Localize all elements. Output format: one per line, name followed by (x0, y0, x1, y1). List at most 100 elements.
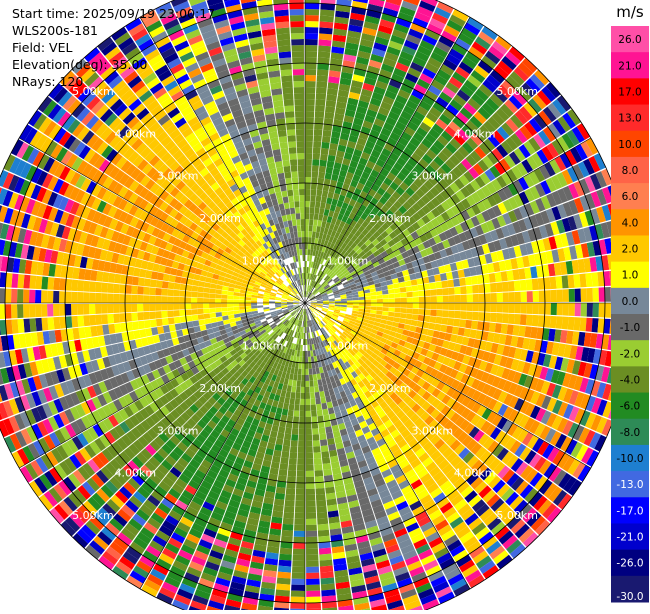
velocity-gate (437, 303, 443, 310)
velocity-gate (215, 299, 221, 303)
velocity-gate (101, 283, 108, 293)
velocity-gate (209, 293, 215, 298)
velocity-gate (83, 281, 90, 292)
velocity-gate (461, 295, 467, 303)
velocity-gate (281, 451, 289, 458)
velocity-gate (305, 225, 309, 231)
velocity-gate (17, 304, 23, 318)
velocity-gate (526, 315, 533, 326)
velocity-gate (305, 177, 311, 183)
velocity-gate (289, 458, 297, 465)
velocity-gate (11, 304, 17, 318)
velocity-gate (409, 325, 416, 332)
velocity-gate (599, 303, 605, 317)
velocity-gate (0, 288, 5, 303)
velocity-gate (593, 303, 599, 317)
velocity-gate (341, 303, 347, 305)
velocity-gate (291, 440, 298, 446)
velocity-gate (443, 303, 449, 310)
velocity-gate (233, 307, 239, 311)
velocity-gate (409, 273, 416, 280)
velocity-gate (305, 135, 313, 141)
velocity-gate (320, 15, 334, 22)
velocity-gate (550, 316, 557, 328)
velocity-gate (221, 295, 227, 299)
velocity-gate (395, 308, 401, 313)
velocity-gate (359, 297, 365, 300)
velocity-gate (437, 296, 443, 303)
velocity-gate (132, 321, 139, 330)
velocity-gate (371, 303, 377, 306)
velocity-gate (435, 281, 442, 288)
velocity-gate (308, 363, 312, 369)
velocity-gate (280, 457, 288, 464)
velocity-gate (434, 324, 441, 331)
velocity-gate (300, 351, 303, 357)
velocity-gate (377, 303, 383, 307)
velocity-gate (581, 303, 587, 317)
velocity-gate (545, 290, 551, 302)
velocity-gate (436, 310, 442, 317)
velocity-gate (286, 488, 296, 495)
velocity-gate (305, 261, 307, 267)
velocity-gate (137, 312, 144, 320)
velocity-gate (163, 274, 170, 282)
velocity-gate (321, 583, 335, 590)
velocity-gate (441, 280, 448, 288)
velocity-gate (83, 315, 90, 326)
velocity-gate (313, 153, 321, 160)
velocity-gate (309, 369, 313, 375)
velocity-gate (312, 428, 319, 434)
velocity-gate (168, 282, 175, 289)
velocity-gate (239, 293, 245, 297)
velocity-gate (405, 319, 412, 325)
velocity-gate (150, 319, 157, 327)
velocity-gate (316, 404, 322, 411)
velocity-gate (326, 100, 336, 107)
velocity-gate (285, 500, 295, 507)
velocity-gate (306, 591, 320, 597)
velocity-gate (292, 561, 305, 567)
velocity-gate (316, 330, 320, 336)
velocity-gate (306, 471, 314, 477)
velocity-gate (400, 292, 406, 297)
velocity-gate (305, 87, 315, 93)
velocity-gate (296, 387, 301, 393)
velocity-gate (376, 311, 382, 315)
velocity-gate (321, 196, 327, 203)
velocity-gate (288, 464, 296, 471)
velocity-gate (318, 172, 325, 179)
velocity-gate (585, 273, 592, 287)
velocity-gate (107, 314, 114, 324)
velocity-gate (353, 300, 359, 303)
velocity-gate (557, 303, 563, 315)
velocity-gate (309, 219, 313, 225)
velocity-gate (359, 300, 365, 303)
velocity-gate (275, 493, 285, 500)
velocity-gate (371, 306, 377, 310)
velocity-gate (131, 286, 138, 295)
velocity-gate (306, 549, 318, 555)
velocity-gate (306, 519, 317, 525)
velocity-gate (71, 280, 78, 292)
velocity-gate (313, 374, 317, 380)
velocity-gate (412, 285, 419, 291)
velocity-gate (359, 306, 365, 309)
velocity-gate (322, 409, 328, 416)
velocity-gate (562, 275, 569, 288)
velocity-gate (303, 321, 304, 327)
velocity-gate (291, 585, 305, 591)
velocity-gate (407, 303, 413, 308)
velocity-gate (326, 197, 332, 204)
velocity-gate (400, 287, 407, 293)
velocity-gate (203, 303, 209, 308)
velocity-gate (428, 276, 435, 283)
velocity-gate (294, 410, 300, 416)
velocity-gate (539, 303, 545, 315)
velocity-gate (89, 304, 95, 314)
velocity-gate (137, 295, 143, 303)
velocity-gate (144, 320, 151, 328)
velocity-gate (276, 584, 290, 591)
velocity-gate (319, 27, 333, 34)
velocity-gate (119, 284, 126, 293)
